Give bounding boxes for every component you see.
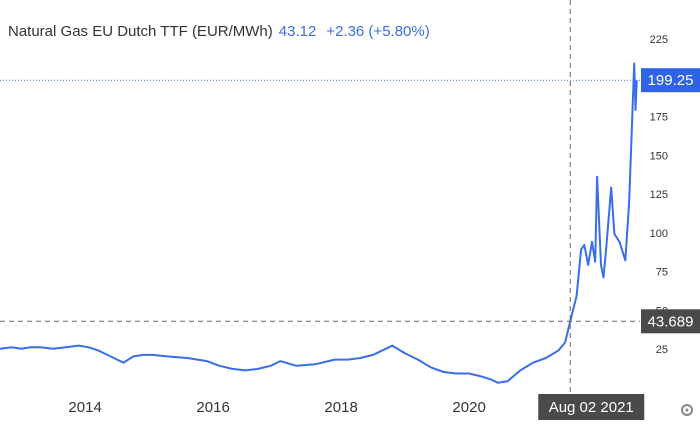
y-tick-label: 125 [650, 189, 668, 201]
gear[interactable] [681, 404, 693, 416]
price-change: +2.36 (+5.80%) [326, 23, 429, 40]
y-tick-label: 225 [650, 34, 668, 46]
x-tick-label: 2016 [196, 399, 229, 416]
y-tick-label: 100 [650, 228, 668, 240]
crosshair-y-label: 43.689 [648, 313, 694, 330]
y-tick-label: 75 [656, 267, 668, 279]
price-line [0, 62, 638, 384]
chart-header: Natural Gas EU Dutch TTF (EUR/MWh) 43.12 +… [8, 23, 430, 40]
chart-title: Natural Gas EU Dutch TTF (EUR/MWh) [8, 23, 273, 40]
x-tick-label: 2014 [68, 399, 101, 416]
x-tick-label: 2020 [452, 399, 485, 416]
last-value-label-box [641, 68, 700, 93]
settings-icon[interactable] [681, 404, 693, 416]
crosshair-y-label-box [641, 309, 700, 334]
gear-hub [685, 408, 689, 412]
y-tick-label: 150 [650, 150, 668, 162]
x-tick-label: 2018 [324, 399, 357, 416]
last-value-label: 199.25 [648, 72, 694, 89]
crosshair-x-label: Aug 02 2021 [549, 399, 634, 416]
crosshair-x-label-box [538, 394, 645, 420]
price: 43.12 [279, 23, 317, 40]
y-tick-label: 25 [656, 344, 668, 356]
y-tick-label: 175 [650, 112, 668, 124]
